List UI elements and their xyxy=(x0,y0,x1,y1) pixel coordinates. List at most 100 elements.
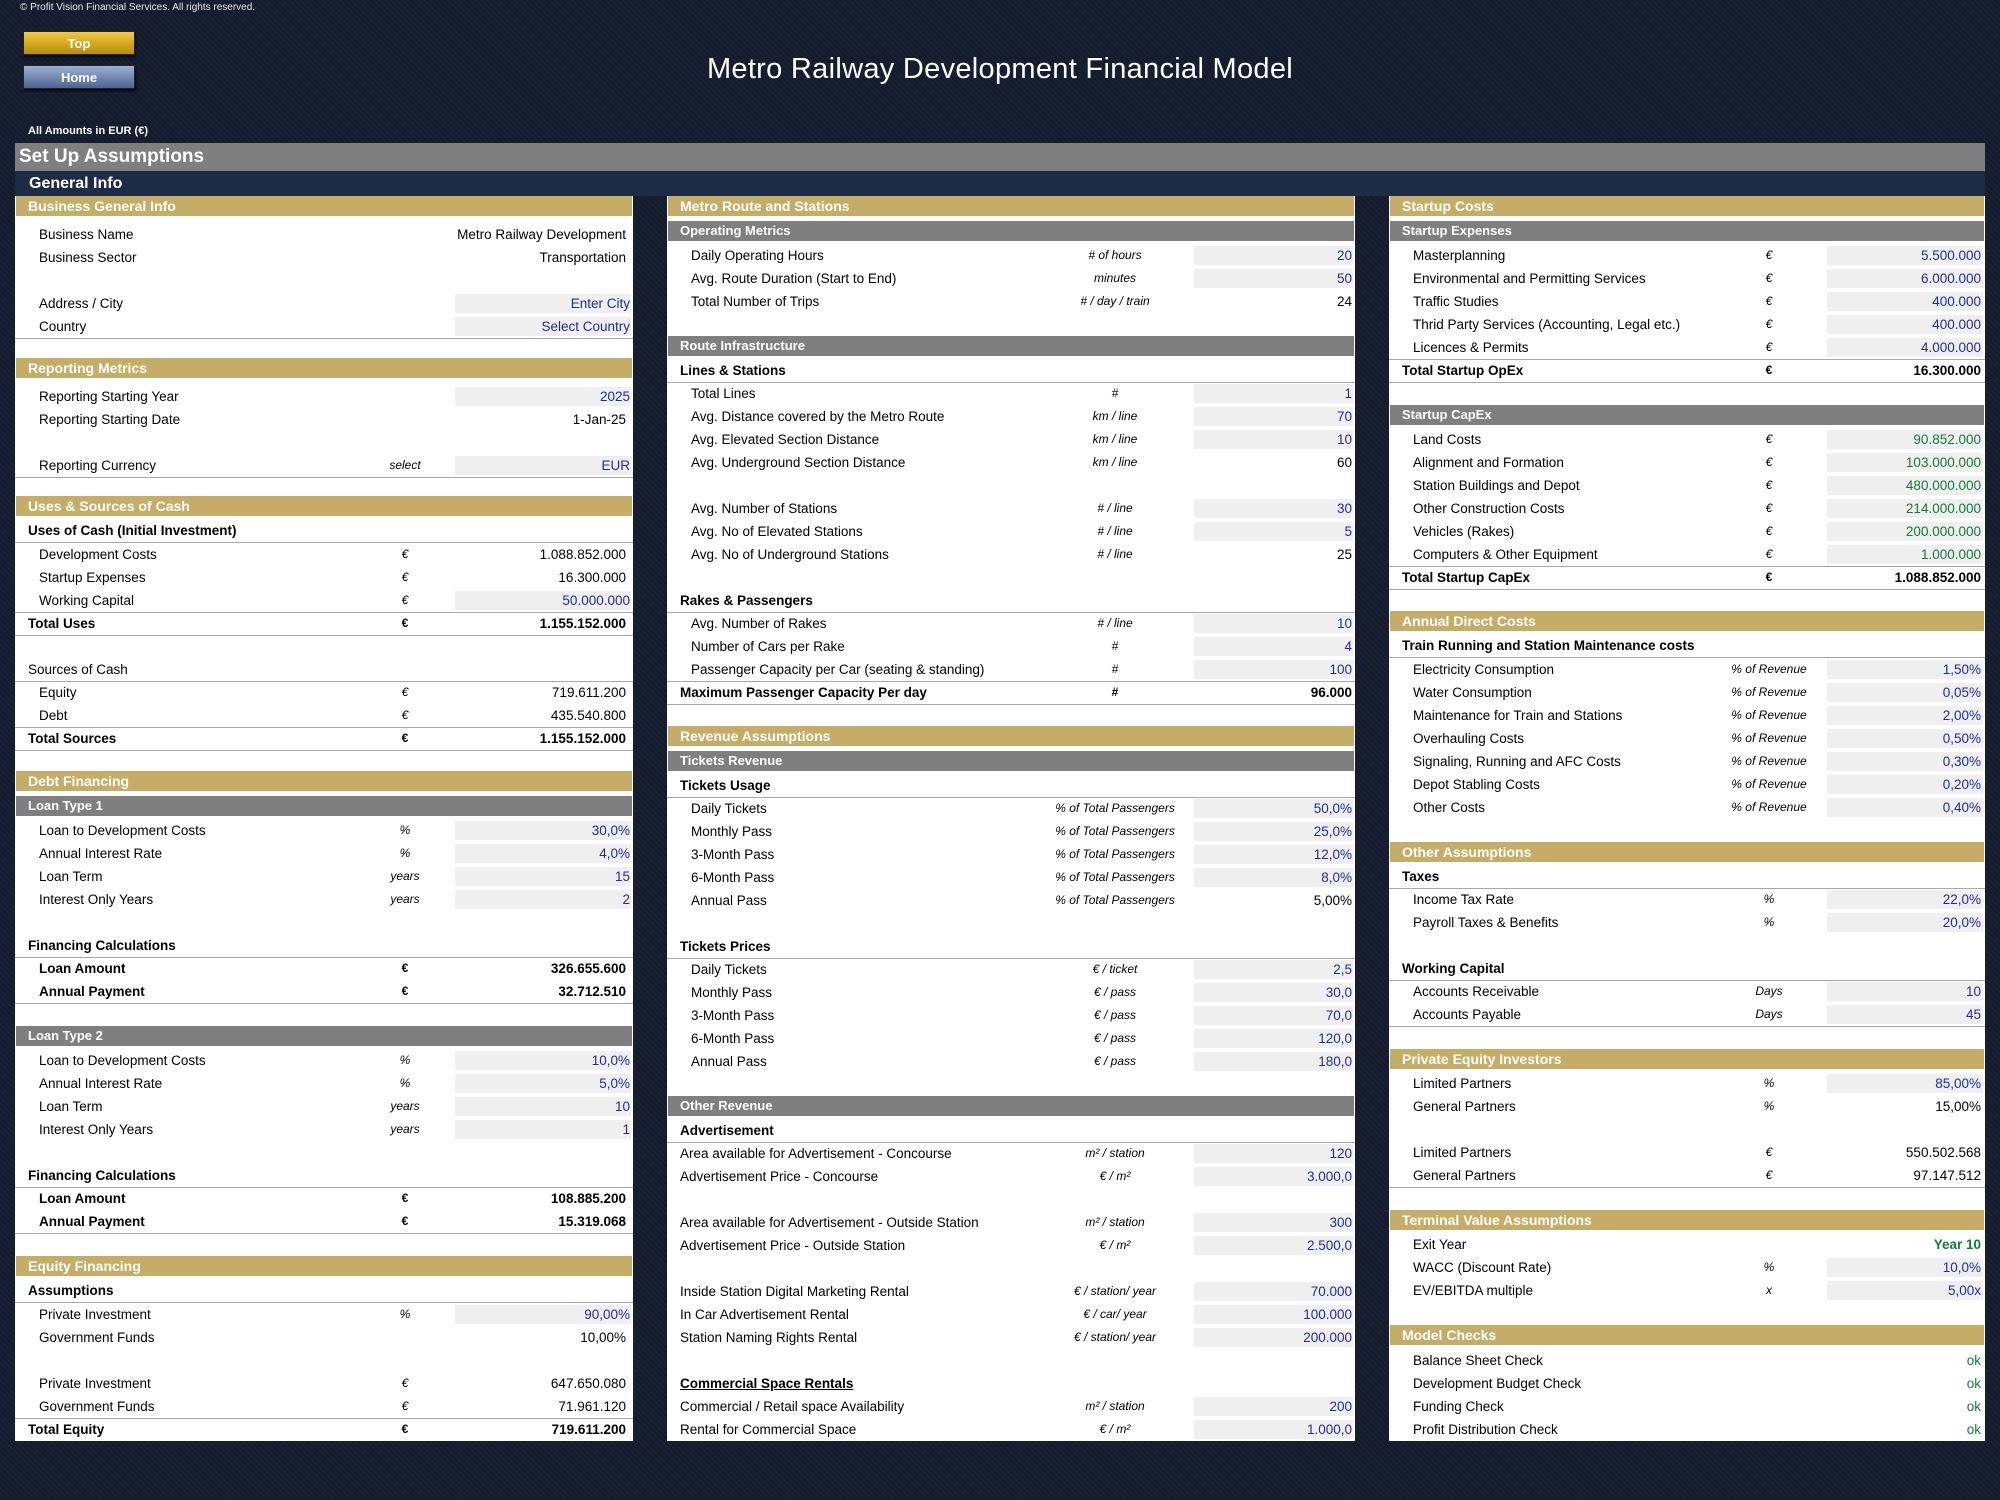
input-value[interactable]: 2 xyxy=(622,892,630,907)
input-cell[interactable] xyxy=(1827,913,1983,933)
input-value[interactable]: 480.000.000 xyxy=(1905,478,1981,493)
input-cell[interactable] xyxy=(1194,1029,1353,1049)
input-cell[interactable] xyxy=(1194,1167,1353,1187)
input-value[interactable]: 100.000 xyxy=(1303,1307,1352,1322)
input-value[interactable]: 25,0% xyxy=(1313,824,1352,839)
input-value[interactable]: EUR xyxy=(601,458,630,473)
input-cell[interactable] xyxy=(455,1305,631,1325)
input-cell[interactable] xyxy=(1827,269,1983,289)
input-value[interactable]: 4,0% xyxy=(599,846,630,861)
input-cell[interactable] xyxy=(1827,982,1983,1002)
input-cell[interactable] xyxy=(1827,545,1983,565)
input-cell[interactable] xyxy=(1194,522,1353,542)
input-cell[interactable] xyxy=(1827,683,1983,703)
input-value[interactable]: 22,0% xyxy=(1942,892,1981,907)
input-cell[interactable] xyxy=(1827,315,1983,335)
input-cell[interactable] xyxy=(1194,1236,1353,1256)
input-cell[interactable] xyxy=(455,821,631,841)
input-cell[interactable] xyxy=(455,317,631,337)
input-value[interactable]: 45 xyxy=(1965,1007,1981,1022)
input-cell[interactable] xyxy=(1827,729,1983,749)
input-cell[interactable] xyxy=(455,867,631,887)
input-value[interactable]: 120 xyxy=(1329,1146,1352,1161)
input-value[interactable]: 5,0% xyxy=(599,1076,630,1091)
input-value[interactable]: 10 xyxy=(1336,432,1352,447)
input-value[interactable]: 0,30% xyxy=(1942,754,1981,769)
input-value[interactable]: 100 xyxy=(1329,662,1352,677)
input-cell[interactable] xyxy=(1194,1420,1353,1440)
input-value[interactable]: 0,40% xyxy=(1942,800,1981,815)
input-cell[interactable] xyxy=(1827,476,1983,496)
input-cell[interactable] xyxy=(1827,1074,1983,1094)
input-value[interactable]: 0,05% xyxy=(1942,685,1981,700)
input-cell[interactable] xyxy=(1194,1006,1353,1026)
input-cell[interactable] xyxy=(1827,890,1983,910)
input-cell[interactable] xyxy=(455,1074,631,1094)
input-cell[interactable] xyxy=(1827,430,1983,450)
input-cell[interactable] xyxy=(1827,660,1983,680)
input-value[interactable]: 0,50% xyxy=(1942,731,1981,746)
input-cell[interactable] xyxy=(1194,384,1353,404)
input-value[interactable]: 50,0% xyxy=(1313,801,1352,816)
input-cell[interactable] xyxy=(1194,407,1353,427)
input-value[interactable]: 0,20% xyxy=(1942,777,1981,792)
input-cell[interactable] xyxy=(1194,614,1353,634)
input-cell[interactable] xyxy=(1194,960,1353,980)
input-value[interactable]: 5.500.000 xyxy=(1920,248,1981,263)
input-cell[interactable] xyxy=(1827,1281,1983,1301)
input-value[interactable]: 1.000,0 xyxy=(1306,1422,1352,1437)
input-value[interactable]: 30,0% xyxy=(591,823,630,838)
input-value[interactable]: 50 xyxy=(1336,271,1352,286)
input-cell[interactable] xyxy=(1194,637,1353,657)
input-value[interactable]: 70,0 xyxy=(1325,1008,1352,1023)
input-value[interactable]: 1,50% xyxy=(1942,662,1981,677)
input-value[interactable]: 200.000.000 xyxy=(1905,524,1981,539)
input-value[interactable]: 10,0% xyxy=(591,1053,630,1068)
input-cell[interactable] xyxy=(1194,1144,1353,1164)
input-value[interactable]: 10,0% xyxy=(1942,1260,1981,1275)
input-value[interactable]: 2,5 xyxy=(1333,962,1352,977)
input-value[interactable]: 400.000 xyxy=(1932,294,1981,309)
top-button[interactable]: Top xyxy=(23,31,135,55)
input-value[interactable]: 103.000.000 xyxy=(1905,455,1981,470)
input-value[interactable]: 12,0% xyxy=(1313,847,1352,862)
input-cell[interactable] xyxy=(455,387,631,407)
input-value[interactable]: 1 xyxy=(622,1122,630,1137)
input-cell[interactable] xyxy=(1827,1005,1983,1025)
input-value[interactable]: Enter City xyxy=(570,296,630,311)
input-cell[interactable] xyxy=(1827,798,1983,818)
input-value[interactable]: 4 xyxy=(1344,639,1352,654)
input-value[interactable]: 2.500,0 xyxy=(1306,1238,1352,1253)
input-value[interactable]: 200 xyxy=(1329,1399,1352,1414)
input-cell[interactable] xyxy=(1194,1052,1353,1072)
input-value[interactable]: 70 xyxy=(1336,409,1352,424)
input-value[interactable]: 90,00% xyxy=(584,1307,630,1322)
input-cell[interactable] xyxy=(455,844,631,864)
input-cell[interactable] xyxy=(455,1051,631,1071)
input-cell[interactable] xyxy=(1194,822,1353,842)
input-cell[interactable] xyxy=(1194,845,1353,865)
input-value[interactable]: 120,0 xyxy=(1318,1031,1352,1046)
input-cell[interactable] xyxy=(1194,868,1353,888)
input-value[interactable]: 50.000.000 xyxy=(562,593,630,608)
input-cell[interactable] xyxy=(1194,430,1353,450)
input-cell[interactable] xyxy=(455,591,631,611)
input-value[interactable]: 214.000.000 xyxy=(1905,501,1981,516)
input-value[interactable]: 15 xyxy=(614,869,630,884)
input-value[interactable]: 10 xyxy=(1965,984,1981,999)
input-value[interactable]: 200.000 xyxy=(1303,1330,1352,1345)
input-cell[interactable] xyxy=(1827,338,1983,358)
input-cell[interactable] xyxy=(1827,292,1983,312)
input-value[interactable]: 6.000.000 xyxy=(1920,271,1981,286)
input-cell[interactable] xyxy=(455,890,631,910)
input-value[interactable]: 20 xyxy=(1336,248,1352,263)
input-value[interactable]: 3.000,0 xyxy=(1306,1169,1352,1184)
input-cell[interactable] xyxy=(1194,1282,1353,1302)
input-cell[interactable] xyxy=(1194,1397,1353,1417)
input-cell[interactable] xyxy=(455,1097,631,1117)
input-cell[interactable] xyxy=(1827,752,1983,772)
input-cell[interactable] xyxy=(1194,799,1353,819)
input-cell[interactable] xyxy=(1194,1305,1353,1325)
input-cell[interactable] xyxy=(1194,1328,1353,1348)
input-cell[interactable] xyxy=(1827,706,1983,726)
